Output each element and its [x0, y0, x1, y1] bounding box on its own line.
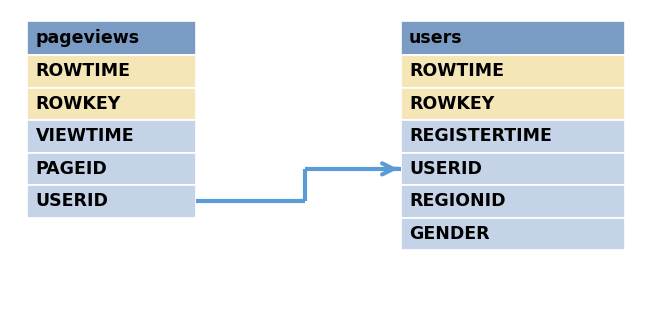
FancyBboxPatch shape [401, 88, 625, 120]
Text: REGIONID: REGIONID [409, 193, 505, 210]
FancyBboxPatch shape [27, 88, 196, 120]
Text: GENDER: GENDER [409, 225, 490, 243]
FancyBboxPatch shape [401, 21, 625, 55]
Text: USERID: USERID [36, 193, 109, 210]
Text: pageviews: pageviews [36, 29, 140, 47]
FancyBboxPatch shape [27, 153, 196, 185]
FancyBboxPatch shape [401, 185, 625, 218]
Text: users: users [409, 29, 463, 47]
FancyBboxPatch shape [401, 153, 625, 185]
FancyBboxPatch shape [27, 185, 196, 218]
FancyBboxPatch shape [27, 120, 196, 153]
Text: USERID: USERID [409, 160, 482, 178]
Text: PAGEID: PAGEID [36, 160, 108, 178]
FancyBboxPatch shape [27, 55, 196, 88]
FancyBboxPatch shape [27, 21, 196, 55]
Text: ROWKEY: ROWKEY [36, 95, 121, 113]
FancyBboxPatch shape [401, 120, 625, 153]
Text: ROWTIME: ROWTIME [36, 62, 131, 80]
Text: VIEWTIME: VIEWTIME [36, 127, 134, 145]
Text: ROWTIME: ROWTIME [409, 62, 504, 80]
Text: REGISTERTIME: REGISTERTIME [409, 127, 552, 145]
FancyBboxPatch shape [401, 218, 625, 250]
FancyBboxPatch shape [401, 55, 625, 88]
Text: ROWKEY: ROWKEY [409, 95, 494, 113]
